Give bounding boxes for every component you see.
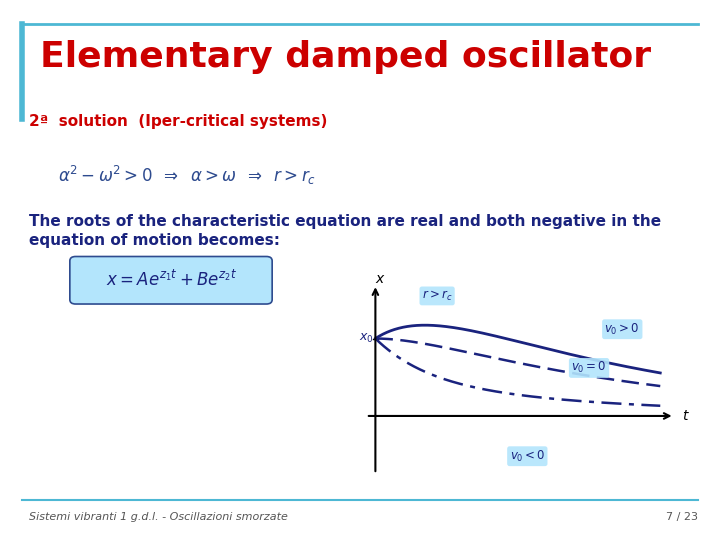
Text: $r>r_c$: $r>r_c$	[422, 289, 452, 303]
Text: $v_0=0$: $v_0=0$	[571, 360, 607, 375]
Text: 7 / 23: 7 / 23	[667, 512, 698, 522]
Text: Elementary damped oscillator: Elementary damped oscillator	[40, 40, 651, 73]
Text: 2ª  solution  (Iper-critical systems): 2ª solution (Iper-critical systems)	[29, 114, 327, 129]
Text: $x_0$: $x_0$	[359, 332, 374, 345]
Text: $v_0>0$: $v_0>0$	[605, 322, 640, 337]
Text: $t$: $t$	[682, 409, 690, 423]
Text: The roots of the characteristic equation are real and both negative in the: The roots of the characteristic equation…	[29, 214, 661, 229]
Text: Sistemi vibranti 1 g.d.l. - Oscillazioni smorzate: Sistemi vibranti 1 g.d.l. - Oscillazioni…	[29, 512, 288, 522]
Text: $x = Ae^{z_1 t} + Be^{z_2 t}$: $x = Ae^{z_1 t} + Be^{z_2 t}$	[106, 270, 237, 291]
Text: $x$: $x$	[375, 272, 385, 286]
Text: $v_0<0$: $v_0<0$	[510, 449, 545, 464]
FancyBboxPatch shape	[70, 256, 272, 304]
Text: equation of motion becomes:: equation of motion becomes:	[29, 233, 280, 248]
Text: $\alpha^{2}-\omega^{2}>0\;\;\Rightarrow\;\;\alpha>\omega\;\;\Rightarrow\;\;r>r_{: $\alpha^{2}-\omega^{2}>0\;\;\Rightarrow\…	[58, 164, 316, 187]
